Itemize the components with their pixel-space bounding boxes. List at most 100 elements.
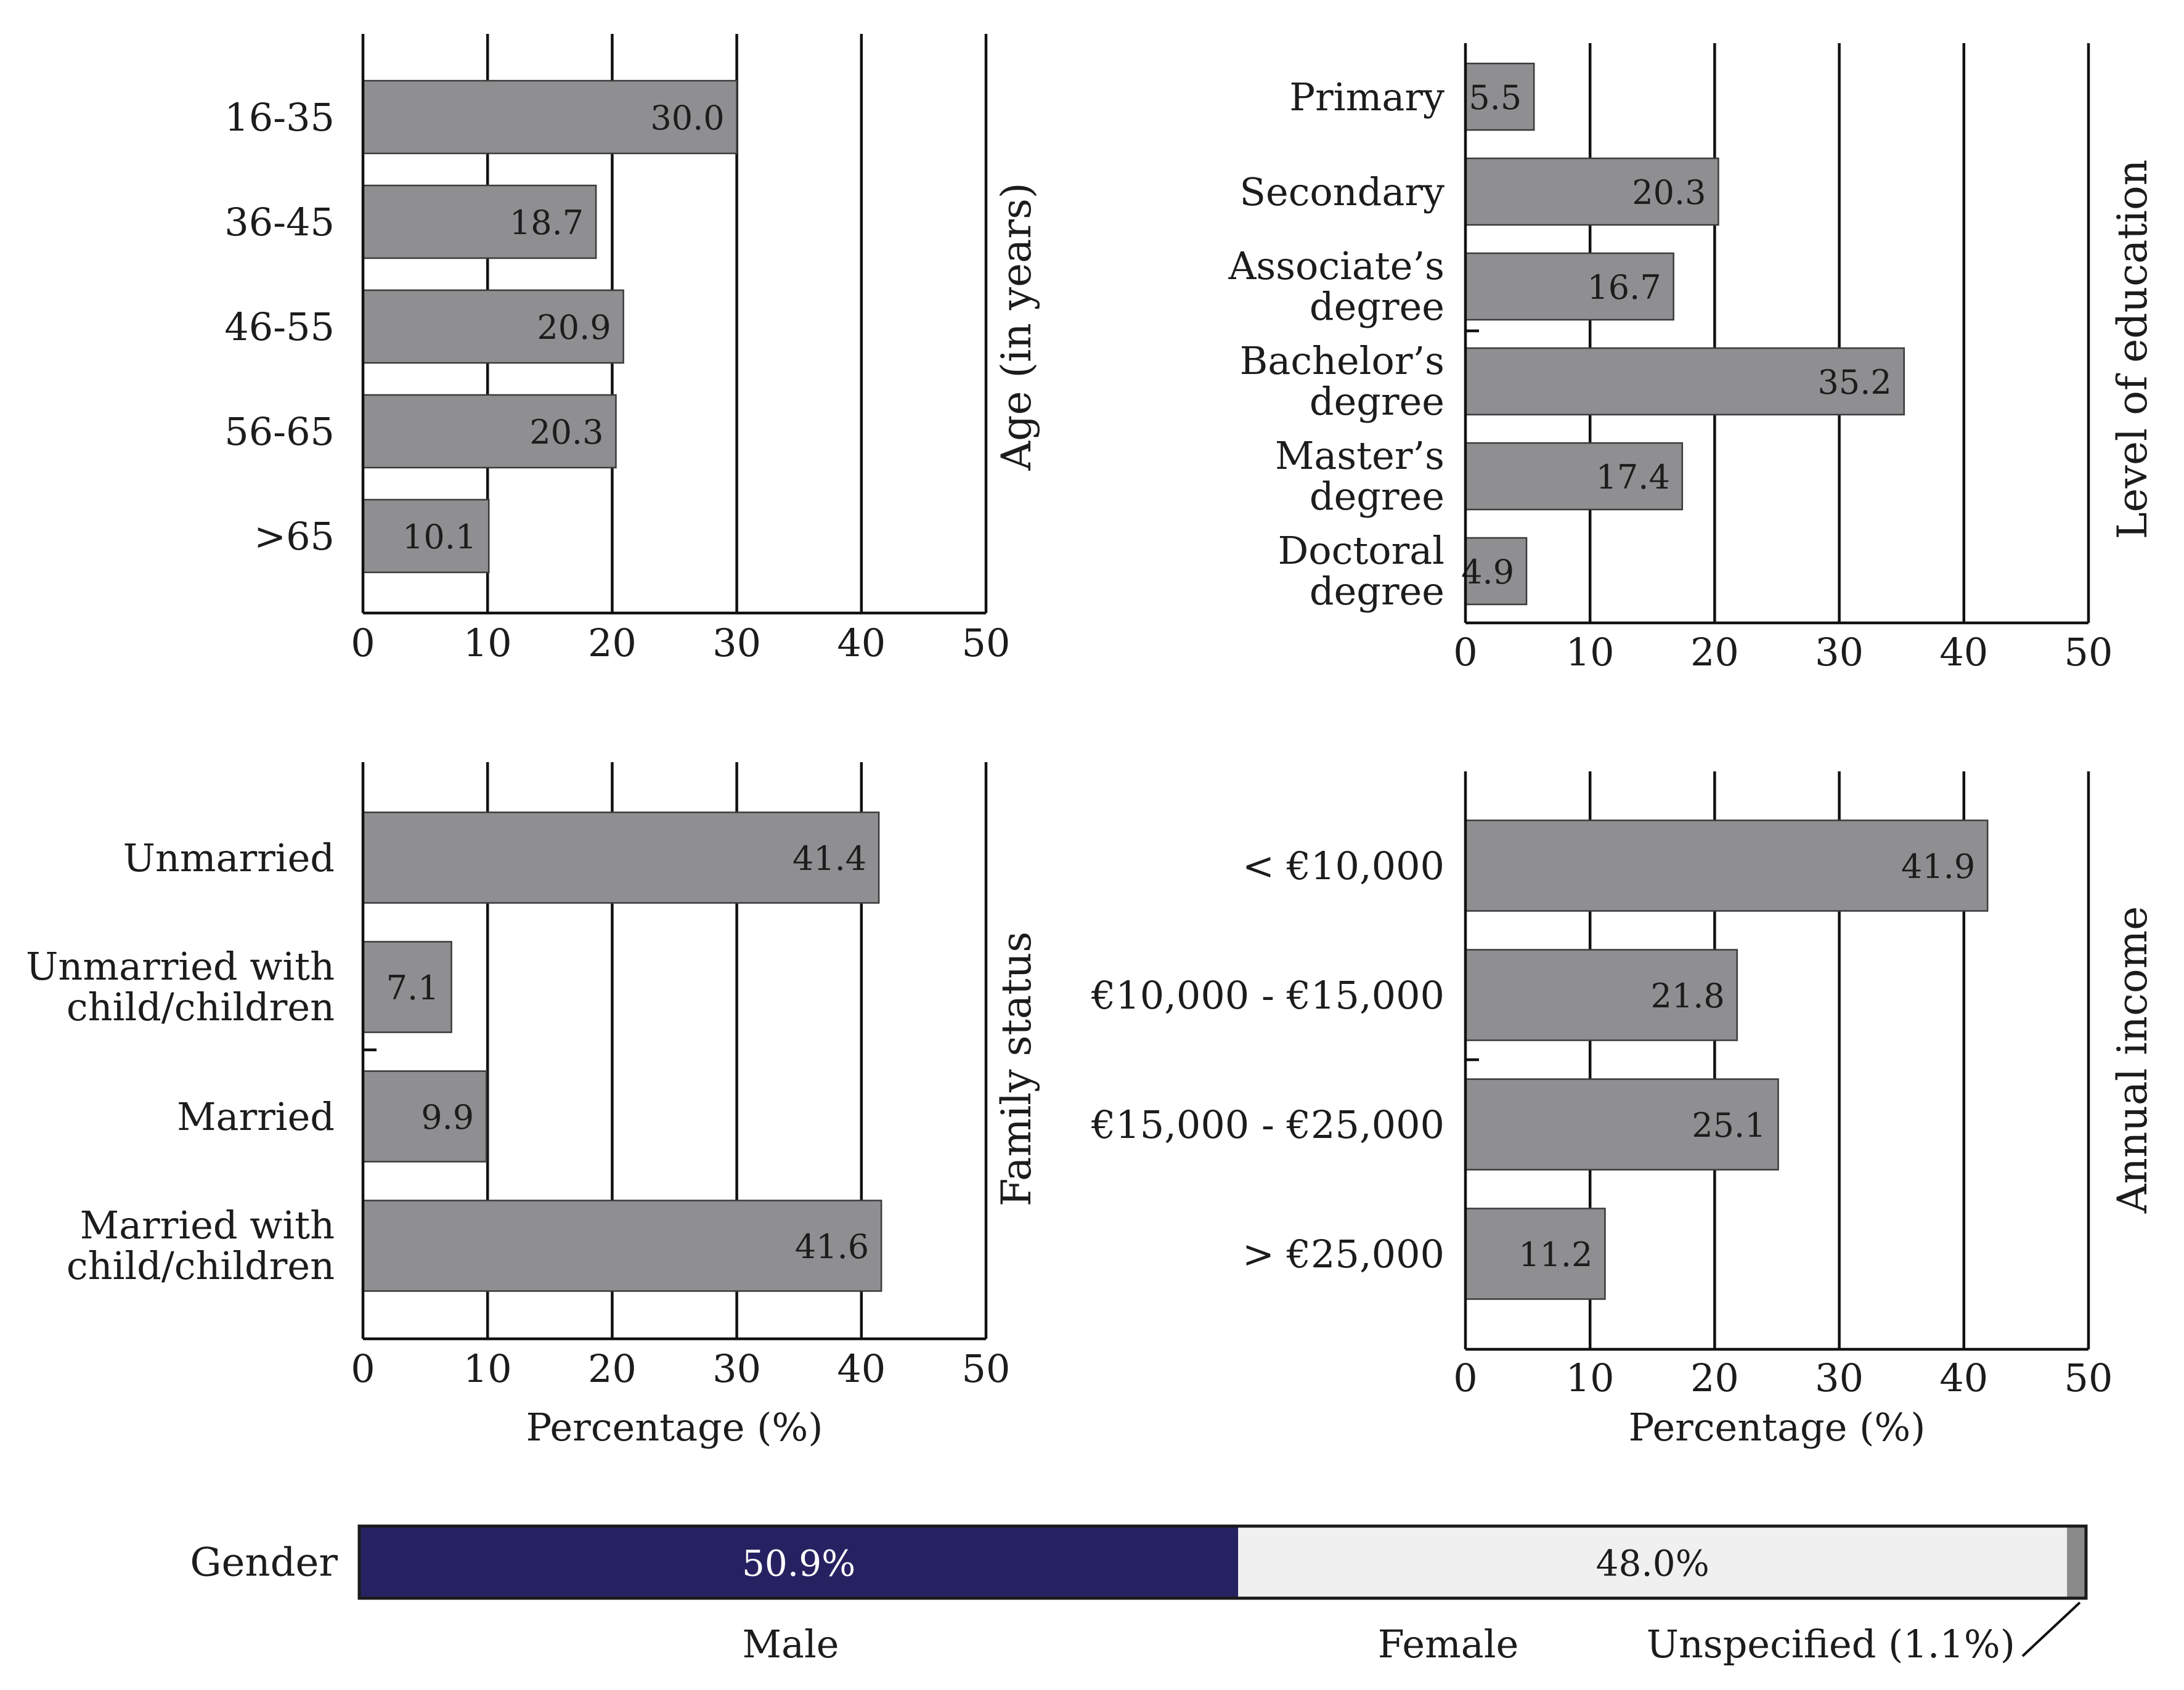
category-label: Married with bbox=[80, 1203, 335, 1248]
gender-name: Unspecified (1.1%) bbox=[1647, 1622, 2015, 1667]
x-tick-label: 10 bbox=[1566, 630, 1615, 675]
x-axis-title: Percentage (%) bbox=[526, 1405, 823, 1450]
data-label: 21.8 bbox=[1651, 977, 1725, 1015]
gender-name: Female bbox=[1378, 1622, 1519, 1667]
bar bbox=[1464, 537, 1528, 606]
x-tick-label: 10 bbox=[1566, 1355, 1615, 1400]
x-tick-label: 30 bbox=[1815, 1355, 1864, 1400]
x-tick-label: 50 bbox=[962, 620, 1011, 665]
y-axis-title: Family status bbox=[993, 932, 1040, 1206]
category-label: 16-35 bbox=[224, 95, 335, 140]
data-label: 10.1 bbox=[402, 518, 476, 556]
category-label: child/children bbox=[67, 1243, 335, 1288]
x-tick-label: 0 bbox=[1453, 1355, 1477, 1400]
data-label: 20.3 bbox=[529, 413, 603, 452]
bar bbox=[1464, 442, 1684, 511]
x-tick-label: 20 bbox=[588, 1346, 637, 1391]
x-tick-label: 40 bbox=[837, 1346, 886, 1391]
category-label: 56-65 bbox=[224, 409, 335, 454]
category-label: 46-55 bbox=[224, 304, 335, 349]
data-label: 16.7 bbox=[1587, 268, 1661, 307]
category-label: child/children bbox=[67, 985, 335, 1030]
bar bbox=[362, 1200, 882, 1292]
bar bbox=[1464, 1208, 1606, 1300]
data-label: 18.7 bbox=[510, 203, 584, 242]
gender-bar-frame bbox=[357, 1524, 2088, 1600]
category-label: Doctoral bbox=[1278, 528, 1444, 573]
category-label: 36-45 bbox=[224, 200, 335, 245]
data-label: 25.1 bbox=[1692, 1106, 1766, 1145]
bar bbox=[1464, 1078, 1779, 1171]
bar bbox=[362, 79, 738, 155]
category-label: Primary bbox=[1289, 75, 1444, 120]
data-label: 20.9 bbox=[537, 308, 611, 347]
category-label: degree bbox=[1310, 474, 1444, 519]
category-label: Bachelor’s bbox=[1240, 338, 1444, 383]
x-axis-title: Percentage (%) bbox=[1629, 1405, 1926, 1450]
x-tick-label: 0 bbox=[1453, 630, 1477, 675]
data-label: 20.3 bbox=[1632, 173, 1706, 212]
gender-segment bbox=[1238, 1526, 2068, 1598]
category-label: degree bbox=[1310, 379, 1444, 424]
bar bbox=[1464, 819, 1989, 912]
bar bbox=[1464, 157, 1719, 226]
x-tick-label: 40 bbox=[1939, 630, 1988, 675]
x-tick-label: 50 bbox=[2064, 630, 2113, 675]
x-tick-label: 10 bbox=[463, 620, 512, 665]
category-label: > €25,000 bbox=[1242, 1232, 1444, 1277]
bar bbox=[1464, 252, 1674, 321]
bar bbox=[1464, 62, 1535, 131]
data-label: 41.9 bbox=[1901, 847, 1975, 886]
y-axis-title: Level of education bbox=[2109, 160, 2156, 539]
gender-segment bbox=[359, 1526, 1239, 1598]
data-label: 4.9 bbox=[1461, 553, 1514, 591]
data-label: 35.2 bbox=[1818, 363, 1892, 402]
category-label: < €10,000 bbox=[1242, 843, 1444, 888]
gender-segment-value: 50.9% bbox=[742, 1543, 855, 1585]
x-tick-label: 20 bbox=[588, 620, 637, 665]
x-tick-label: 30 bbox=[712, 620, 761, 665]
data-label: 41.4 bbox=[793, 839, 866, 878]
bar bbox=[362, 1070, 487, 1163]
category-label: degree bbox=[1310, 569, 1444, 614]
x-tick-label: 30 bbox=[1815, 630, 1864, 675]
category-label: >65 bbox=[254, 514, 335, 559]
category-label: Married bbox=[177, 1094, 335, 1139]
x-tick-label: 20 bbox=[1690, 630, 1739, 675]
x-tick-label: 40 bbox=[1939, 1355, 1988, 1400]
data-label: 17.4 bbox=[1596, 458, 1670, 497]
bar bbox=[1464, 347, 1905, 416]
bar bbox=[362, 941, 452, 1033]
x-tick-label: 10 bbox=[463, 1346, 512, 1391]
category-label: Master’s bbox=[1275, 433, 1444, 478]
category-label: €15,000 - €25,000 bbox=[1091, 1102, 1444, 1147]
x-tick-label: 50 bbox=[962, 1346, 1011, 1391]
category-label: Unmarried with bbox=[26, 944, 335, 989]
x-tick-label: 40 bbox=[837, 620, 886, 665]
x-tick-label: 0 bbox=[351, 620, 375, 665]
bar bbox=[362, 811, 880, 904]
category-label: Associate’s bbox=[1228, 243, 1444, 288]
gender-segment-value: 48.0% bbox=[1596, 1543, 1709, 1585]
data-label: 41.6 bbox=[795, 1227, 869, 1266]
category-label: €10,000 - €15,000 bbox=[1091, 973, 1444, 1018]
leader-line bbox=[2021, 1601, 2081, 1657]
bar bbox=[362, 394, 617, 469]
data-label: 9.9 bbox=[421, 1098, 474, 1137]
data-label: 11.2 bbox=[1518, 1235, 1592, 1274]
x-tick-label: 20 bbox=[1690, 1355, 1739, 1400]
gender-name: Male bbox=[743, 1622, 839, 1667]
y-axis-title: Annual income bbox=[2109, 906, 2156, 1214]
gender-segment bbox=[2067, 1526, 2086, 1598]
bar bbox=[362, 498, 490, 574]
y-axis-title: Age (in years) bbox=[993, 182, 1040, 471]
bar bbox=[362, 289, 624, 364]
category-label: Unmarried bbox=[123, 835, 335, 880]
x-tick-label: 50 bbox=[2064, 1355, 2113, 1400]
data-label: 7.1 bbox=[386, 969, 439, 1007]
category-label: Secondary bbox=[1240, 169, 1444, 214]
gender-label: Gender bbox=[190, 1540, 338, 1586]
x-tick-label: 0 bbox=[351, 1346, 375, 1391]
